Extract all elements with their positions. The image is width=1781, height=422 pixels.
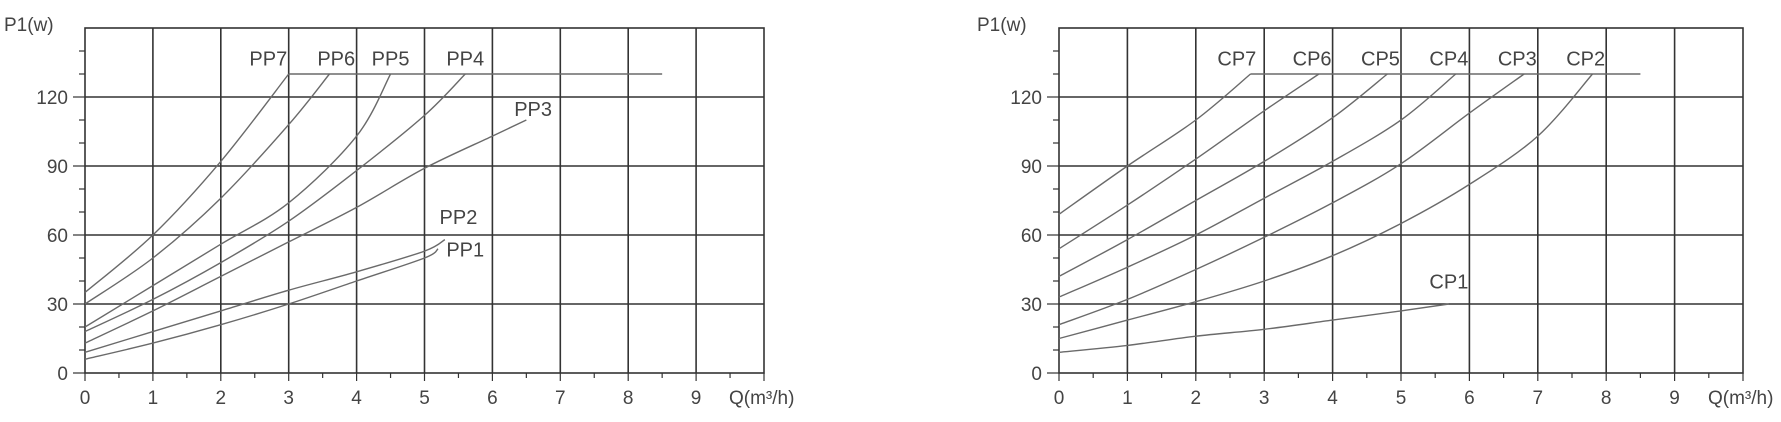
x-tick-label: 1 bbox=[1122, 388, 1133, 409]
series-line-cp4 bbox=[1058, 73, 1457, 298]
series-label-pp1: PP1 bbox=[446, 239, 484, 261]
y-axis-label: P1(w) bbox=[977, 15, 1027, 36]
x-tick-label: 4 bbox=[351, 388, 362, 409]
x-tick-label: 1 bbox=[148, 388, 159, 409]
x-tick-label: 4 bbox=[1327, 388, 1338, 409]
series-line-cp1 bbox=[1058, 303, 1449, 353]
chart-panel-right: 0 30 60 90 120 0 1 2 3 4 5 6 7 8 9 P1(w) Q(m³/h) CP7 CP6 CP… bbox=[977, 15, 1773, 409]
y-tick-label: 60 bbox=[1021, 226, 1042, 247]
series-label-cp1: CP1 bbox=[1429, 272, 1468, 294]
x-axis-label: Q(m³/h) bbox=[1708, 388, 1773, 409]
x-tick-label: 6 bbox=[1464, 388, 1475, 409]
x-tick-label: 7 bbox=[555, 388, 566, 409]
series-line-cp5 bbox=[1058, 73, 1388, 278]
series-label-cp3: CP3 bbox=[1498, 48, 1537, 70]
x-tick-label: 9 bbox=[1669, 388, 1680, 409]
series-line-cp3 bbox=[1058, 73, 1525, 326]
x-tick-label: 9 bbox=[691, 388, 702, 409]
series-label-cp6: CP6 bbox=[1293, 48, 1332, 70]
series-label-cp2: CP2 bbox=[1566, 48, 1605, 70]
series-line-pp2 bbox=[84, 238, 446, 353]
x-tick-label: 8 bbox=[1601, 388, 1612, 409]
series-line-cp6 bbox=[1058, 73, 1320, 250]
x-tick-label: 7 bbox=[1533, 388, 1544, 409]
x-tick-label: 0 bbox=[1054, 388, 1065, 409]
series-label-pp6: PP6 bbox=[317, 48, 355, 70]
x-tick-label: 0 bbox=[80, 388, 91, 409]
y-axis-label: P1(w) bbox=[4, 15, 54, 36]
x-tick-label: 3 bbox=[1259, 388, 1270, 409]
series-label-pp3: PP3 bbox=[514, 99, 552, 121]
x-tick-label: 2 bbox=[1191, 388, 1202, 409]
series-line-pp7 bbox=[84, 73, 290, 294]
y-tick-label: 0 bbox=[1031, 364, 1042, 385]
series-label-cp4: CP4 bbox=[1429, 48, 1468, 70]
y-tick-label: 60 bbox=[47, 226, 68, 247]
series-line-cp7 bbox=[1058, 73, 1251, 215]
x-axis-label: Q(m³/h) bbox=[729, 388, 794, 409]
y-tick-label: 90 bbox=[1021, 157, 1042, 178]
series-line-pp1 bbox=[84, 248, 439, 360]
y-tick-label: 120 bbox=[36, 88, 68, 109]
series-label-pp2: PP2 bbox=[440, 207, 478, 229]
x-tick-label: 6 bbox=[487, 388, 498, 409]
series-line-pp4 bbox=[84, 73, 466, 333]
y-tick-label: 120 bbox=[1010, 88, 1042, 109]
series-label-pp7: PP7 bbox=[249, 48, 287, 70]
x-tick-label: 5 bbox=[419, 388, 430, 409]
series-line-pp5 bbox=[84, 73, 392, 328]
series-label-cp7: CP7 bbox=[1217, 48, 1256, 70]
x-tick-label: 8 bbox=[623, 388, 634, 409]
y-tick-label: 90 bbox=[47, 157, 68, 178]
series-line-cp2 bbox=[1058, 73, 1594, 340]
series-label-cp5: CP5 bbox=[1361, 48, 1400, 70]
x-tick-label: 2 bbox=[216, 388, 227, 409]
x-tick-label: 3 bbox=[283, 388, 294, 409]
y-tick-label: 30 bbox=[47, 295, 68, 316]
x-tick-label: 5 bbox=[1396, 388, 1407, 409]
chart-panel-left: 0 30 60 90 120 0 1 2 3 4 5 6 7 8 9 P1(w) Q(m³/h) PP7 PP6 PP… bbox=[4, 15, 794, 409]
series-label-pp4: PP4 bbox=[446, 48, 484, 70]
series-line-pp3 bbox=[84, 119, 527, 344]
series-line-pp6 bbox=[84, 73, 330, 305]
y-tick-label: 0 bbox=[57, 364, 68, 385]
y-tick-label: 30 bbox=[1021, 295, 1042, 316]
series-label-pp5: PP5 bbox=[372, 48, 410, 70]
